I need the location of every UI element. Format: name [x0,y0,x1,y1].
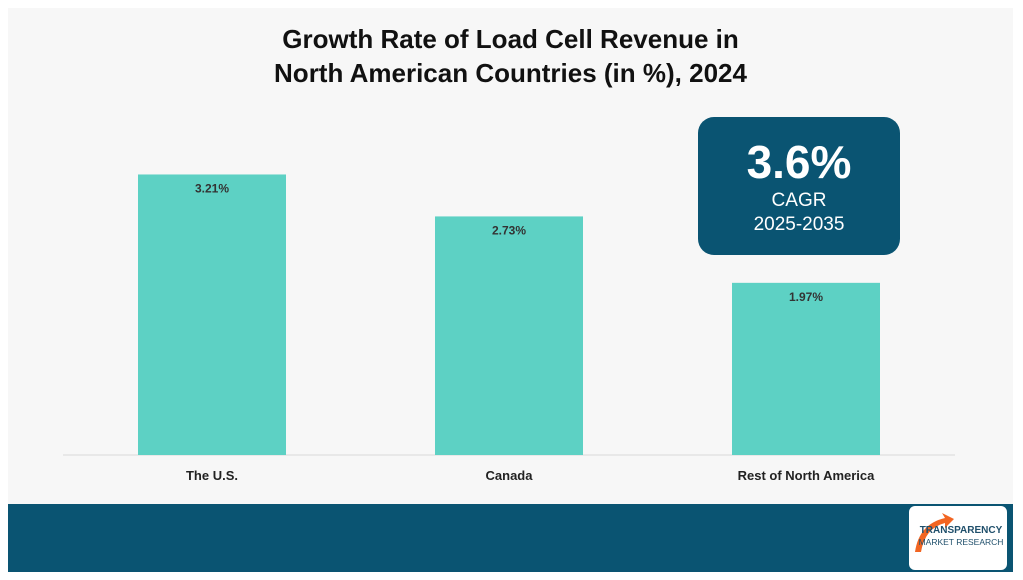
bar-1 [435,216,583,455]
cagr-period: 2025-2035 [753,214,845,235]
bar-value-label-1: 2.73% [492,223,526,237]
cagr-callout: 3.6% CAGR 2025-2035 [698,117,900,255]
bar-value-label-2: 1.97% [789,290,823,304]
logo-line-1: TRANSPARENCY [920,525,1003,536]
logo-graphic: TRANSPARENCY MARKET RESEARCH [915,513,1004,552]
category-label-0: The U.S. [186,468,238,483]
chart-title-line-2: North American Countries (in %), 2024 [274,58,747,88]
bar-value-label-0: 3.21% [195,181,229,195]
category-label-2: Rest of North America [738,468,876,483]
chart-title-line-1: Growth Rate of Load Cell Revenue in [282,24,739,54]
company-logo: TRANSPARENCY MARKET RESEARCH [909,506,1007,570]
footer-band [8,504,1013,572]
category-label-1: Canada [486,468,534,483]
cagr-label: CAGR [771,190,827,211]
chart-title: Growth Rate of Load Cell Revenue in Nort… [8,22,1013,90]
bar-2 [732,282,880,455]
logo-arrow-icon [915,513,954,552]
bar-0 [138,174,286,455]
bar-chart: 3.21% The U.S. 2.73% Canada 1.97% Rest of Nor… [63,174,955,483]
cagr-value: 3.6% [746,136,852,188]
logo-line-2: MARKET RESEARCH [919,537,1004,547]
